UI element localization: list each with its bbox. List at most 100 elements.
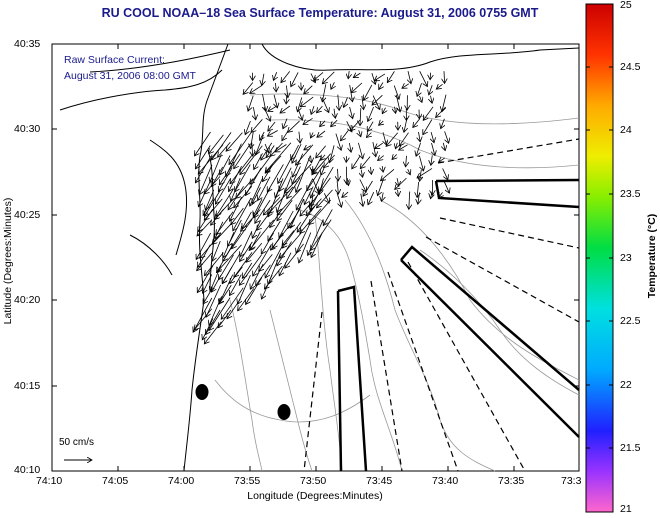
current-vector bbox=[265, 143, 269, 153]
current-vector bbox=[361, 169, 362, 178]
current-vector bbox=[299, 131, 300, 143]
x-tick-label: 73:3 bbox=[561, 475, 582, 487]
current-vector bbox=[419, 71, 428, 86]
current-vector bbox=[350, 85, 353, 102]
current-vector bbox=[266, 145, 275, 158]
current-vector bbox=[238, 275, 251, 304]
current-vector bbox=[267, 130, 278, 137]
current-vector bbox=[413, 118, 420, 128]
annotation-line-1: Raw Surface Current: bbox=[64, 54, 165, 66]
current-vector bbox=[335, 133, 341, 151]
current-vector bbox=[406, 155, 407, 167]
current-vector bbox=[284, 163, 312, 193]
current-vector bbox=[310, 175, 321, 198]
colorbar-tick-label: 25 bbox=[620, 0, 632, 11]
current-vector bbox=[215, 178, 231, 205]
x-tick-label: 73:55 bbox=[234, 475, 261, 487]
current-vector bbox=[436, 106, 446, 117]
current-vector bbox=[243, 82, 254, 95]
current-vector bbox=[322, 71, 335, 84]
current-vector bbox=[320, 120, 326, 127]
current-vector bbox=[296, 178, 314, 210]
current-vector bbox=[304, 85, 313, 94]
x-tick-label: 73:50 bbox=[300, 475, 327, 487]
current-vector bbox=[342, 191, 349, 197]
current-vector bbox=[204, 252, 224, 276]
current-vector bbox=[316, 145, 327, 158]
current-vector bbox=[252, 187, 261, 203]
current-vector bbox=[206, 309, 221, 335]
current-vector bbox=[235, 164, 251, 192]
current-vector bbox=[417, 181, 419, 198]
colorbar-tick-label: 21 bbox=[620, 503, 632, 515]
current-vector bbox=[386, 132, 399, 147]
current-vector bbox=[219, 153, 241, 185]
current-vector bbox=[382, 192, 384, 202]
current-vector bbox=[263, 94, 266, 111]
current-vector bbox=[387, 71, 395, 82]
current-vector bbox=[417, 168, 433, 178]
current-vector bbox=[301, 82, 302, 91]
current-vector bbox=[205, 189, 215, 210]
station-marker bbox=[195, 384, 209, 400]
current-vector bbox=[268, 253, 281, 284]
current-vector bbox=[297, 97, 303, 112]
current-vector bbox=[371, 167, 372, 174]
current-vector bbox=[347, 178, 348, 185]
current-vector bbox=[363, 180, 373, 196]
current-vector bbox=[314, 72, 324, 80]
current-vector bbox=[291, 72, 299, 86]
current-vector bbox=[263, 107, 271, 121]
y-tick-label: 40:15 bbox=[14, 380, 41, 392]
current-vector bbox=[360, 108, 361, 125]
y-tick-label: 40:30 bbox=[14, 123, 41, 135]
current-vector bbox=[304, 146, 312, 150]
x-axis-label: Longitude (Degrees:Minutes) bbox=[247, 490, 383, 502]
current-vector bbox=[360, 156, 371, 169]
current-vector bbox=[337, 180, 338, 195]
current-vector bbox=[311, 105, 314, 114]
current-vector bbox=[416, 142, 421, 156]
current-vector bbox=[292, 166, 301, 184]
x-tick-label: 73:35 bbox=[498, 475, 525, 487]
current-vector bbox=[311, 193, 313, 212]
current-vector bbox=[402, 84, 410, 89]
y-tick-label: 40:20 bbox=[14, 294, 41, 306]
current-vector bbox=[409, 191, 410, 210]
current-vector bbox=[288, 208, 301, 229]
current-vector bbox=[299, 232, 312, 263]
current-vector bbox=[317, 105, 323, 113]
current-vector bbox=[232, 218, 253, 249]
annotation-line-2: August 31, 2006 08:00 GMT bbox=[64, 70, 196, 82]
current-vector bbox=[279, 167, 292, 192]
current-vector bbox=[321, 168, 324, 175]
current-vector bbox=[268, 121, 276, 131]
current-vector bbox=[254, 187, 271, 218]
current-vector bbox=[206, 284, 222, 317]
current-vector bbox=[442, 168, 448, 179]
current-vector bbox=[253, 107, 255, 120]
current-vector bbox=[274, 94, 277, 108]
current-vector bbox=[255, 199, 271, 223]
current-vector bbox=[317, 130, 326, 137]
current-vector bbox=[331, 82, 335, 89]
current-vector bbox=[240, 145, 263, 175]
colorbar-tick-label: 22.5 bbox=[620, 315, 641, 327]
current-vector bbox=[230, 274, 242, 296]
x-tick-label: 74:05 bbox=[102, 475, 129, 487]
current-vector bbox=[418, 192, 420, 205]
current-vector bbox=[251, 119, 263, 132]
current-vector bbox=[444, 131, 449, 143]
current-vector bbox=[197, 219, 213, 236]
current-vector bbox=[420, 95, 423, 102]
current-vector bbox=[303, 117, 313, 124]
current-vector bbox=[276, 82, 277, 92]
current-vector bbox=[395, 177, 407, 189]
current-vector bbox=[408, 169, 411, 175]
current-vector bbox=[378, 156, 384, 161]
current-vector bbox=[351, 82, 363, 93]
current-vector bbox=[338, 168, 339, 181]
current-vector bbox=[417, 83, 422, 96]
current-vector bbox=[203, 274, 213, 293]
current-vector bbox=[216, 188, 234, 217]
